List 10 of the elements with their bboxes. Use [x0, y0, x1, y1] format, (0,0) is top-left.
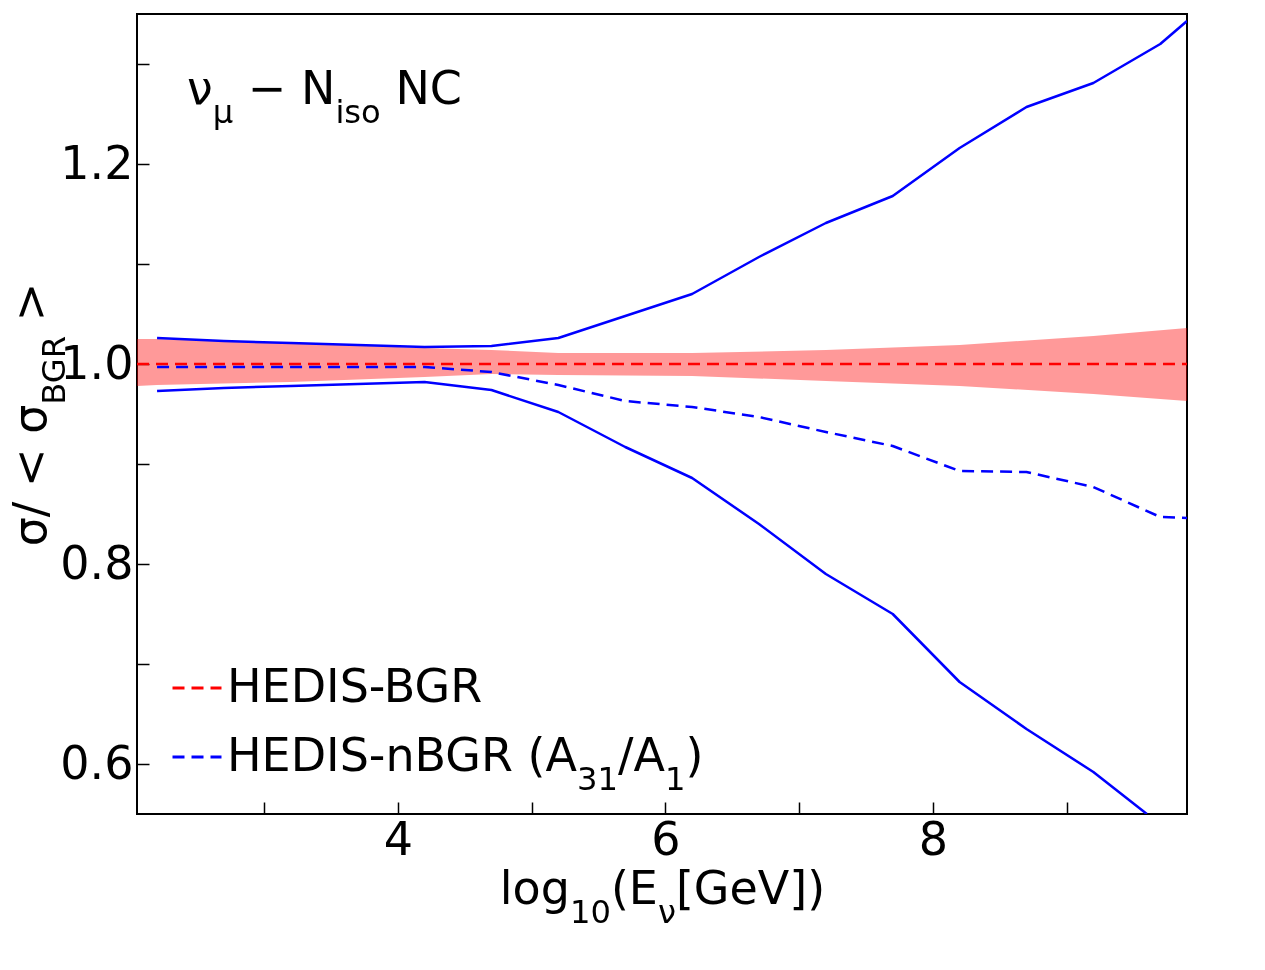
y-tick-label: 1.2 [60, 135, 134, 190]
line-series [155, 365, 1187, 520]
text: ν$_{μ}$ − N$_{iso}$ NC [187, 61, 462, 131]
legend-label: HEDIS-BGR [227, 659, 483, 713]
x-tick-label: 4 [383, 811, 413, 866]
legend-label: HEDIS-nBGR (A$_{31}$/A$_{1}$) [227, 728, 704, 798]
x-tick-label: 8 [918, 811, 948, 866]
y-tick-label: 0.6 [60, 735, 134, 790]
line-series [155, 380, 1149, 814]
line-series [155, 19, 1187, 349]
